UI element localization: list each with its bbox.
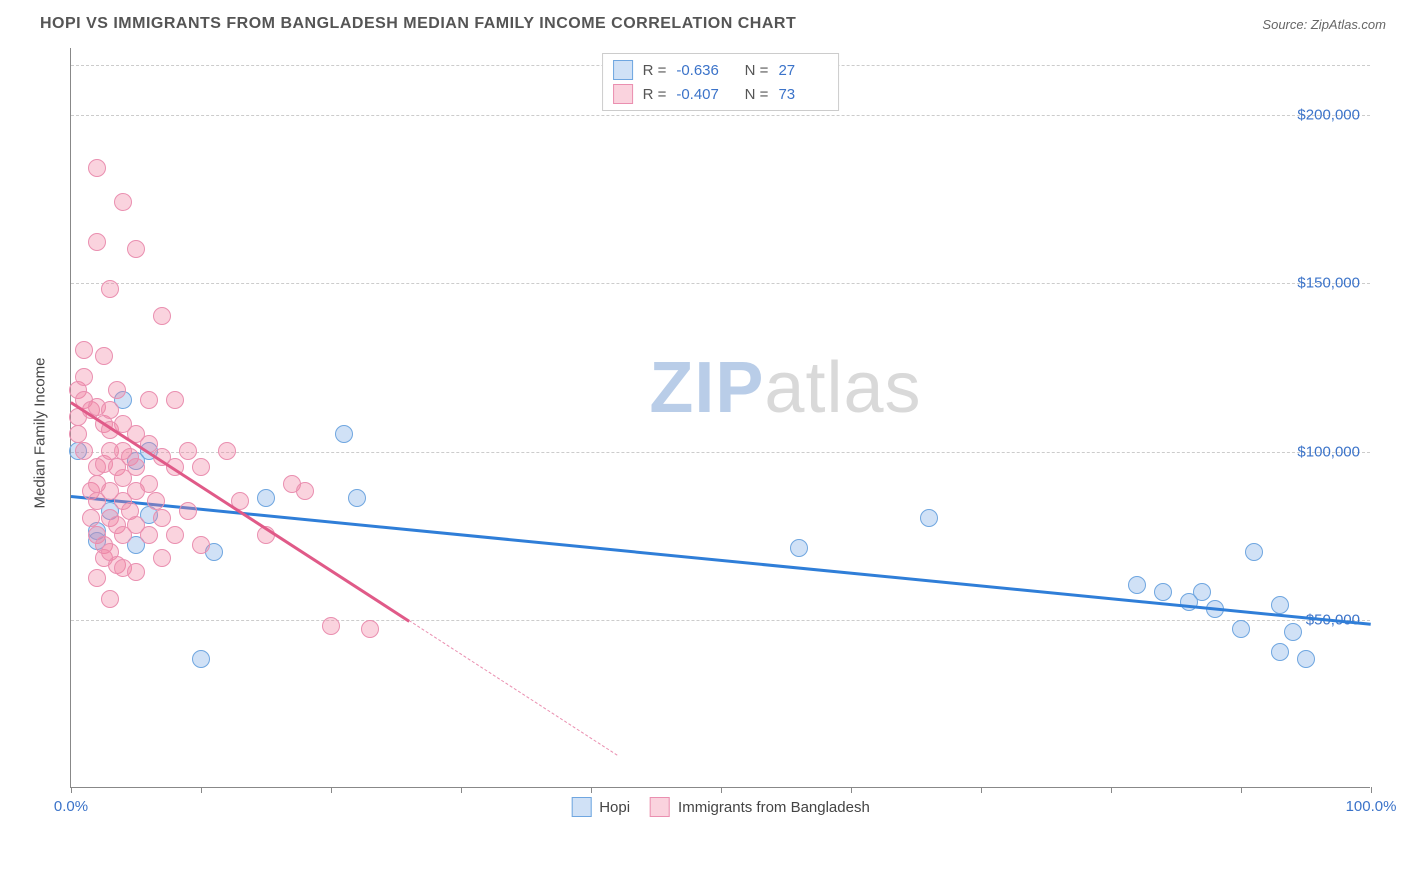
y-tick-label: $100,000 bbox=[1297, 443, 1360, 460]
watermark: ZIPatlas bbox=[649, 347, 921, 429]
x-tick-label: 0.0% bbox=[54, 798, 88, 815]
x-tick bbox=[721, 787, 722, 793]
data-point bbox=[335, 425, 353, 443]
data-point bbox=[153, 509, 171, 527]
gridline bbox=[71, 283, 1370, 284]
gridline bbox=[71, 115, 1370, 116]
data-point bbox=[140, 391, 158, 409]
chart-container: HOPI VS IMMIGRANTS FROM BANGLADESH MEDIA… bbox=[0, 0, 1406, 892]
legend-item: Immigrants from Bangladesh bbox=[650, 797, 870, 817]
data-point bbox=[257, 489, 275, 507]
data-point bbox=[153, 549, 171, 567]
x-tick bbox=[1241, 787, 1242, 793]
stat-r-value: -0.407 bbox=[676, 86, 726, 103]
data-point bbox=[192, 650, 210, 668]
data-point bbox=[1297, 650, 1315, 668]
chart-area: Median Family Income ZIPatlas R =-0.636 … bbox=[50, 48, 1390, 818]
data-point bbox=[127, 458, 145, 476]
stat-r-label: R = bbox=[643, 86, 667, 103]
y-tick-label: $150,000 bbox=[1297, 275, 1360, 292]
legend-swatch bbox=[571, 797, 591, 817]
x-tick bbox=[71, 787, 72, 793]
data-point bbox=[179, 442, 197, 460]
stat-n-value: 27 bbox=[778, 62, 828, 79]
legend-label: Immigrants from Bangladesh bbox=[678, 799, 870, 816]
data-point bbox=[790, 539, 808, 557]
series-legend: Hopi Immigrants from Bangladesh bbox=[571, 797, 870, 817]
data-point bbox=[218, 442, 236, 460]
x-tick bbox=[851, 787, 852, 793]
data-point bbox=[108, 381, 126, 399]
data-point bbox=[1245, 543, 1263, 561]
data-point bbox=[1271, 643, 1289, 661]
x-tick-label: 100.0% bbox=[1346, 798, 1397, 815]
data-point bbox=[127, 563, 145, 581]
data-point bbox=[88, 159, 106, 177]
data-point bbox=[296, 482, 314, 500]
data-point bbox=[101, 280, 119, 298]
stat-r-value: -0.636 bbox=[676, 62, 726, 79]
legend-swatch bbox=[650, 797, 670, 817]
data-point bbox=[1128, 576, 1146, 594]
data-point bbox=[192, 458, 210, 476]
data-point bbox=[82, 509, 100, 527]
data-point bbox=[75, 341, 93, 359]
x-tick bbox=[1111, 787, 1112, 793]
data-point bbox=[140, 475, 158, 493]
legend-label: Hopi bbox=[599, 799, 630, 816]
gridline bbox=[71, 620, 1370, 621]
x-tick bbox=[461, 787, 462, 793]
header: HOPI VS IMMIGRANTS FROM BANGLADESH MEDIA… bbox=[20, 10, 1386, 48]
data-point bbox=[101, 590, 119, 608]
legend-swatch bbox=[613, 84, 633, 104]
legend-item: Hopi bbox=[571, 797, 630, 817]
legend-row: R = -0.407 N = 73 bbox=[613, 82, 829, 106]
stat-r-label: R = bbox=[643, 62, 667, 79]
trend-line bbox=[71, 495, 1371, 625]
data-point bbox=[166, 391, 184, 409]
data-point bbox=[88, 569, 106, 587]
chart-title: HOPI VS IMMIGRANTS FROM BANGLADESH MEDIA… bbox=[40, 15, 796, 33]
data-point bbox=[166, 526, 184, 544]
stat-n-label: N = bbox=[736, 62, 768, 79]
trend-line-dash bbox=[409, 620, 618, 755]
data-point bbox=[1193, 583, 1211, 601]
data-point bbox=[127, 240, 145, 258]
data-point bbox=[192, 536, 210, 554]
data-point bbox=[361, 620, 379, 638]
data-point bbox=[1154, 583, 1172, 601]
data-point bbox=[322, 617, 340, 635]
data-point bbox=[153, 307, 171, 325]
stat-n-value: 73 bbox=[778, 86, 828, 103]
data-point bbox=[920, 509, 938, 527]
legend-swatch bbox=[613, 60, 633, 80]
stats-legend: R = -0.636 N = 27 R = -0.407 N = 73 bbox=[602, 53, 840, 111]
x-tick bbox=[331, 787, 332, 793]
data-point bbox=[1284, 623, 1302, 641]
data-point bbox=[1232, 620, 1250, 638]
legend-row: R = -0.636 N = 27 bbox=[613, 58, 829, 82]
stat-n-label: N = bbox=[736, 86, 768, 103]
y-axis-label: Median Family Income bbox=[32, 358, 49, 509]
data-point bbox=[75, 368, 93, 386]
x-tick bbox=[1371, 787, 1372, 793]
data-point bbox=[348, 489, 366, 507]
data-point bbox=[1271, 596, 1289, 614]
data-point bbox=[140, 526, 158, 544]
data-point bbox=[147, 492, 165, 510]
plot-area: ZIPatlas R =-0.636 N =27R =-0.407 N =73 … bbox=[70, 48, 1370, 788]
y-tick-label: $200,000 bbox=[1297, 107, 1360, 124]
data-point bbox=[69, 425, 87, 443]
source-attribution: Source: ZipAtlas.com bbox=[1262, 17, 1386, 32]
data-point bbox=[179, 502, 197, 520]
data-point bbox=[114, 193, 132, 211]
data-point bbox=[88, 233, 106, 251]
x-tick bbox=[201, 787, 202, 793]
x-tick bbox=[591, 787, 592, 793]
gridline bbox=[71, 452, 1370, 453]
data-point bbox=[75, 442, 93, 460]
data-point bbox=[95, 347, 113, 365]
x-tick bbox=[981, 787, 982, 793]
